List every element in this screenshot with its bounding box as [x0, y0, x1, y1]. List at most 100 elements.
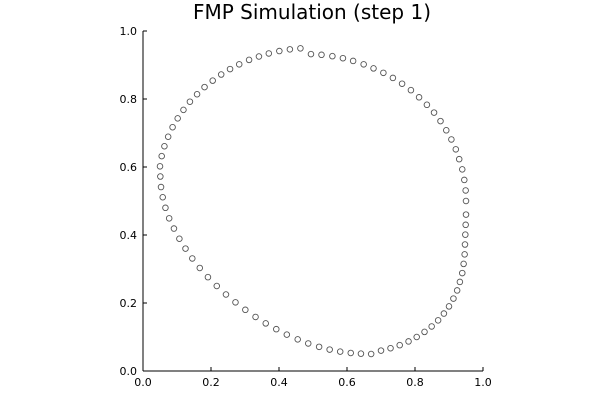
data-point [357, 350, 365, 357]
data-point [377, 347, 385, 354]
data-point [405, 338, 412, 345]
data-point [450, 295, 457, 302]
data-point [413, 333, 420, 341]
data-point [459, 166, 466, 173]
data-point [315, 343, 323, 351]
data-point [186, 98, 194, 105]
data-point [255, 53, 263, 60]
data-point [159, 194, 166, 201]
data-point [462, 221, 469, 229]
data-point [180, 106, 187, 114]
data-point [462, 197, 470, 205]
data-point [398, 80, 406, 87]
data-point [209, 77, 216, 84]
data-point [242, 306, 249, 314]
data-point [157, 183, 165, 191]
data-point [461, 241, 469, 248]
data-point [461, 251, 468, 258]
y-axis-ticks: 0.0 0.2 0.4 0.6 0.8 1.0 [120, 25, 147, 378]
data-point [307, 50, 315, 58]
data-point [262, 320, 269, 327]
data-point [156, 163, 164, 170]
data-point [460, 260, 467, 268]
data-point [407, 86, 415, 94]
x-tick-label: 0.4 [270, 376, 288, 389]
y-tick-label: 0.4 [120, 229, 138, 242]
data-point [448, 136, 455, 143]
y-tick-label: 1.0 [120, 25, 138, 38]
data-point [461, 176, 468, 184]
data-point [245, 56, 253, 64]
data-point [339, 54, 347, 62]
data-point [318, 51, 325, 59]
data-point [174, 115, 181, 122]
data-point [336, 348, 344, 355]
data-point [370, 65, 377, 72]
data-point [204, 273, 212, 281]
data-point [445, 303, 453, 310]
data-point [189, 255, 196, 262]
x-tick-label: 0.0 [134, 376, 152, 389]
data-point [440, 310, 448, 317]
x-tick-label: 0.2 [202, 376, 220, 389]
data-point [162, 204, 169, 212]
y-tick-label: 0.6 [120, 161, 138, 174]
data-point [428, 323, 435, 330]
data-point [265, 50, 273, 57]
data-point [437, 117, 444, 125]
data-point [232, 299, 239, 306]
data-point [326, 346, 333, 353]
data-point [456, 278, 464, 286]
data-point [170, 225, 178, 232]
data-point [453, 287, 461, 294]
data-point [423, 101, 431, 109]
x-axis-ticks: 0.0 0.2 0.4 0.6 0.8 1.0 [134, 367, 492, 389]
data-point [226, 65, 234, 73]
data-point [297, 45, 304, 52]
data-point [462, 187, 469, 194]
data-point [304, 340, 312, 347]
data-point [158, 152, 165, 160]
data-point [387, 344, 394, 352]
data-point [217, 71, 225, 78]
data-point [294, 336, 301, 343]
data-point [396, 341, 403, 349]
data-point [213, 282, 221, 290]
data-point [286, 46, 294, 53]
data-point [165, 215, 173, 222]
data-point [455, 155, 463, 163]
data-point [164, 133, 172, 140]
chart-title: FMP Simulation (step 1) [193, 0, 431, 24]
data-point [235, 61, 243, 68]
x-tick-label: 1.0 [474, 376, 492, 389]
data-point [169, 123, 176, 131]
data-point [434, 317, 442, 324]
data-point [459, 269, 466, 277]
data-point [452, 146, 460, 153]
data-point [367, 350, 375, 358]
data-point [329, 52, 336, 60]
data-point [360, 61, 367, 68]
data-point [161, 143, 168, 150]
data-point [201, 83, 208, 91]
y-tick-label: 0.2 [120, 297, 138, 310]
data-point [176, 235, 183, 242]
x-tick-label: 0.8 [406, 376, 424, 389]
y-tick-label: 0.0 [120, 365, 138, 378]
data-point [276, 47, 283, 55]
data-point [273, 325, 280, 333]
data-point [430, 109, 438, 116]
data-point [347, 349, 354, 357]
data-point [380, 69, 387, 77]
data-point [252, 313, 259, 321]
data-point [415, 94, 423, 101]
data-point [283, 331, 291, 338]
data-point [349, 57, 357, 65]
data-point [462, 231, 469, 238]
data-markers [156, 45, 470, 358]
data-point [443, 127, 450, 134]
data-point [182, 245, 189, 252]
data-point [421, 328, 428, 336]
